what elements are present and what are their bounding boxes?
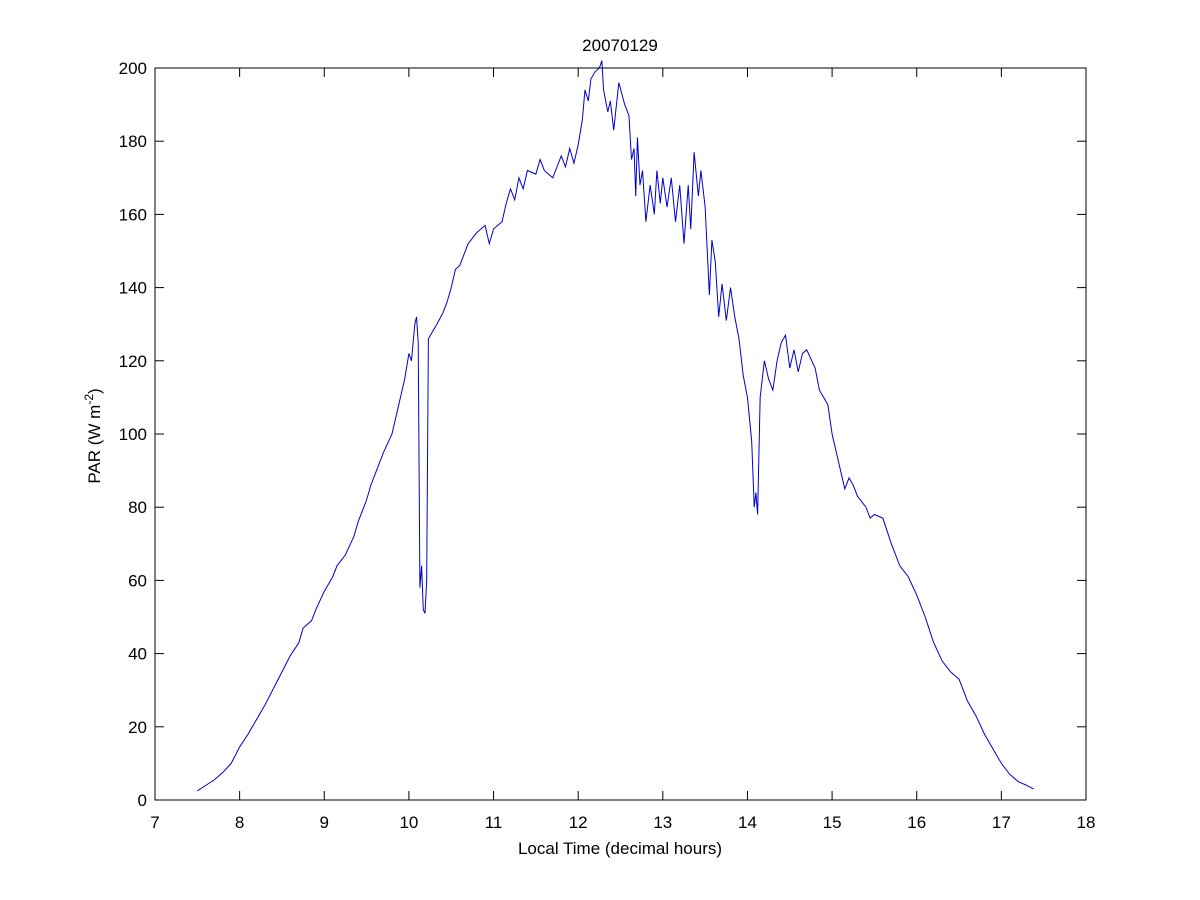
x-tick-label: 13 xyxy=(653,813,672,832)
y-label-sup: -2 xyxy=(82,394,96,405)
y-axis-label: PAR (W m-2) xyxy=(82,388,104,483)
y-tick-label: 160 xyxy=(119,205,147,224)
y-tick-label: 20 xyxy=(128,718,147,737)
y-tick-label: 120 xyxy=(119,352,147,371)
x-tick-label: 10 xyxy=(399,813,418,832)
y-label-suffix: ) xyxy=(85,388,104,394)
y-tick-label: 40 xyxy=(128,645,147,664)
chart-title: 20070129 xyxy=(582,36,658,55)
x-tick-label: 17 xyxy=(992,813,1011,832)
y-tick-label: 100 xyxy=(119,425,147,444)
x-tick-label: 12 xyxy=(569,813,588,832)
x-tick-label: 8 xyxy=(235,813,244,832)
y-label-text: PAR (W m xyxy=(85,405,104,484)
x-tick-label: 9 xyxy=(320,813,329,832)
x-tick-label: 15 xyxy=(823,813,842,832)
x-tick-label: 14 xyxy=(738,813,757,832)
y-tick-label: 200 xyxy=(119,59,147,78)
y-tick-label: 140 xyxy=(119,279,147,298)
x-tick-label: 16 xyxy=(907,813,926,832)
y-tick-label: 80 xyxy=(128,498,147,517)
y-tick-label: 0 xyxy=(138,791,147,810)
x-tick-label: 18 xyxy=(1077,813,1096,832)
y-tick-label: 180 xyxy=(119,132,147,151)
x-tick-label: 7 xyxy=(150,813,159,832)
y-tick-label: 60 xyxy=(128,571,147,590)
data-line xyxy=(197,60,1034,792)
x-axis-label: Local Time (decimal hours) xyxy=(518,839,722,858)
x-tick-label: 11 xyxy=(485,813,503,832)
